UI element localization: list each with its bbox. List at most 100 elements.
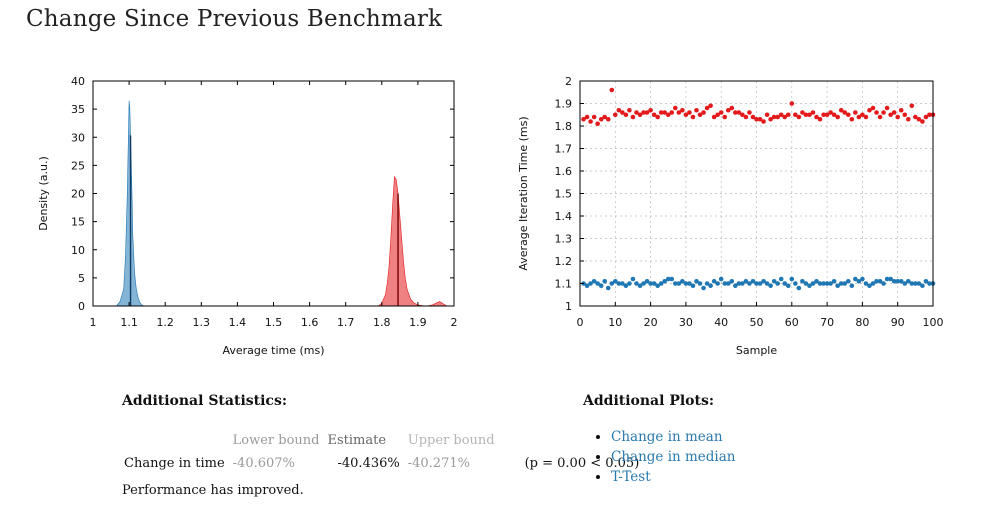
sample-point (687, 110, 692, 115)
y-tick-label: 25 (71, 159, 85, 172)
sample-point (591, 278, 597, 284)
estimate-value: -40.436% (337, 456, 400, 471)
sample-point (761, 278, 766, 284)
sample-point (796, 114, 802, 120)
sample-point (927, 112, 932, 118)
sample-point (613, 112, 618, 118)
y-tick-label: 1.4 (555, 210, 573, 223)
x-tick-label: 40 (714, 316, 728, 329)
sample-point (877, 278, 883, 284)
sample-point (641, 110, 646, 115)
sample-point (644, 278, 650, 284)
sample-point (764, 112, 770, 118)
sample-point (609, 281, 615, 286)
sample-point (842, 281, 848, 286)
sample-point (708, 103, 713, 109)
sample-point (740, 281, 745, 286)
sample-point (803, 281, 809, 286)
sample-point (704, 105, 710, 111)
x-axis-label: Average time (ms) (222, 344, 324, 357)
sample-point (669, 110, 675, 115)
x-tick-label: 1.9 (409, 316, 427, 329)
x-tick-label: 2 (451, 316, 458, 329)
sample-point (627, 281, 632, 286)
sample-point (898, 278, 904, 284)
sample-point (814, 278, 819, 284)
sample-point (775, 281, 780, 286)
sample-point (591, 114, 597, 120)
sample-point (648, 281, 653, 286)
sample-point (831, 112, 837, 118)
x-tick-label: 1.6 (301, 316, 319, 329)
sample-point (733, 110, 738, 115)
sample-point (648, 107, 653, 113)
sample-point (785, 283, 791, 289)
y-tick-label: 2 (565, 75, 572, 88)
sample-point (902, 281, 908, 286)
sample-point (623, 112, 629, 118)
sample-point (845, 278, 851, 284)
sample-point (715, 112, 720, 118)
sample-point (842, 110, 848, 115)
sample-point (856, 278, 862, 284)
sample-point (891, 278, 897, 284)
sample-point (697, 281, 703, 286)
list-item: Change in median (611, 448, 736, 467)
x-axis-label: Sample (736, 344, 777, 357)
sample-point (694, 278, 699, 284)
sample-point (754, 281, 759, 286)
sample-point (588, 119, 593, 124)
change-in-median-link[interactable]: Change in median (611, 449, 736, 465)
sample-point (743, 278, 749, 284)
x-tick-label: 1.7 (337, 316, 355, 329)
y-tick-label: 1.5 (555, 188, 573, 201)
sample-point (584, 114, 590, 120)
sample-point (768, 283, 773, 289)
sample-point (718, 276, 724, 282)
x-tick-label: 1.4 (229, 316, 247, 329)
sample-point (796, 285, 802, 291)
sample-point (680, 278, 685, 284)
sample-point (828, 110, 833, 115)
sample-point (655, 114, 660, 120)
sample-point (655, 283, 660, 289)
sample-point (641, 281, 646, 286)
sample-point (747, 281, 752, 286)
y-tick-label: 20 (71, 188, 85, 201)
sample-point (905, 116, 911, 122)
change-in-time-label: Change in time (124, 456, 225, 471)
sample-point (627, 107, 632, 113)
sample-point (778, 276, 784, 282)
y-axis-label: Average Iteration Time (ms) (517, 116, 530, 270)
x-tick-label: 1.8 (373, 316, 391, 329)
sample-point (909, 103, 915, 109)
y-tick-label: 1.2 (555, 255, 573, 268)
sample-point (923, 278, 929, 284)
sample-point (881, 110, 886, 115)
sample-point (669, 276, 675, 282)
sample-point (725, 281, 731, 286)
sample-point (824, 112, 830, 118)
sample-point (860, 112, 865, 118)
sample-point (588, 281, 593, 286)
change-in-mean-link[interactable]: Change in mean (611, 429, 723, 445)
t-test-link[interactable]: T-Test (611, 469, 651, 485)
change-in-time-row: Change in time -40.607% -40.436% -40.271… (120, 452, 643, 475)
sample-point (609, 87, 615, 93)
sample-point (891, 110, 897, 115)
sample-point (902, 112, 908, 118)
y-tick-label: 1.1 (555, 278, 573, 291)
sample-point (800, 110, 805, 115)
sample-point (817, 281, 823, 286)
sample-point (838, 107, 844, 113)
sample-point (789, 276, 795, 282)
x-tick-label: 20 (644, 316, 658, 329)
sample-point (584, 283, 590, 289)
additional-plots-list: Change in mean Change in median T-Test (595, 428, 736, 488)
sample-point (867, 283, 872, 289)
estimate-header: Estimate (327, 433, 387, 448)
sample-point (775, 114, 780, 120)
sample-point (916, 281, 922, 286)
sample-point (814, 114, 819, 120)
sample-point (867, 107, 872, 113)
